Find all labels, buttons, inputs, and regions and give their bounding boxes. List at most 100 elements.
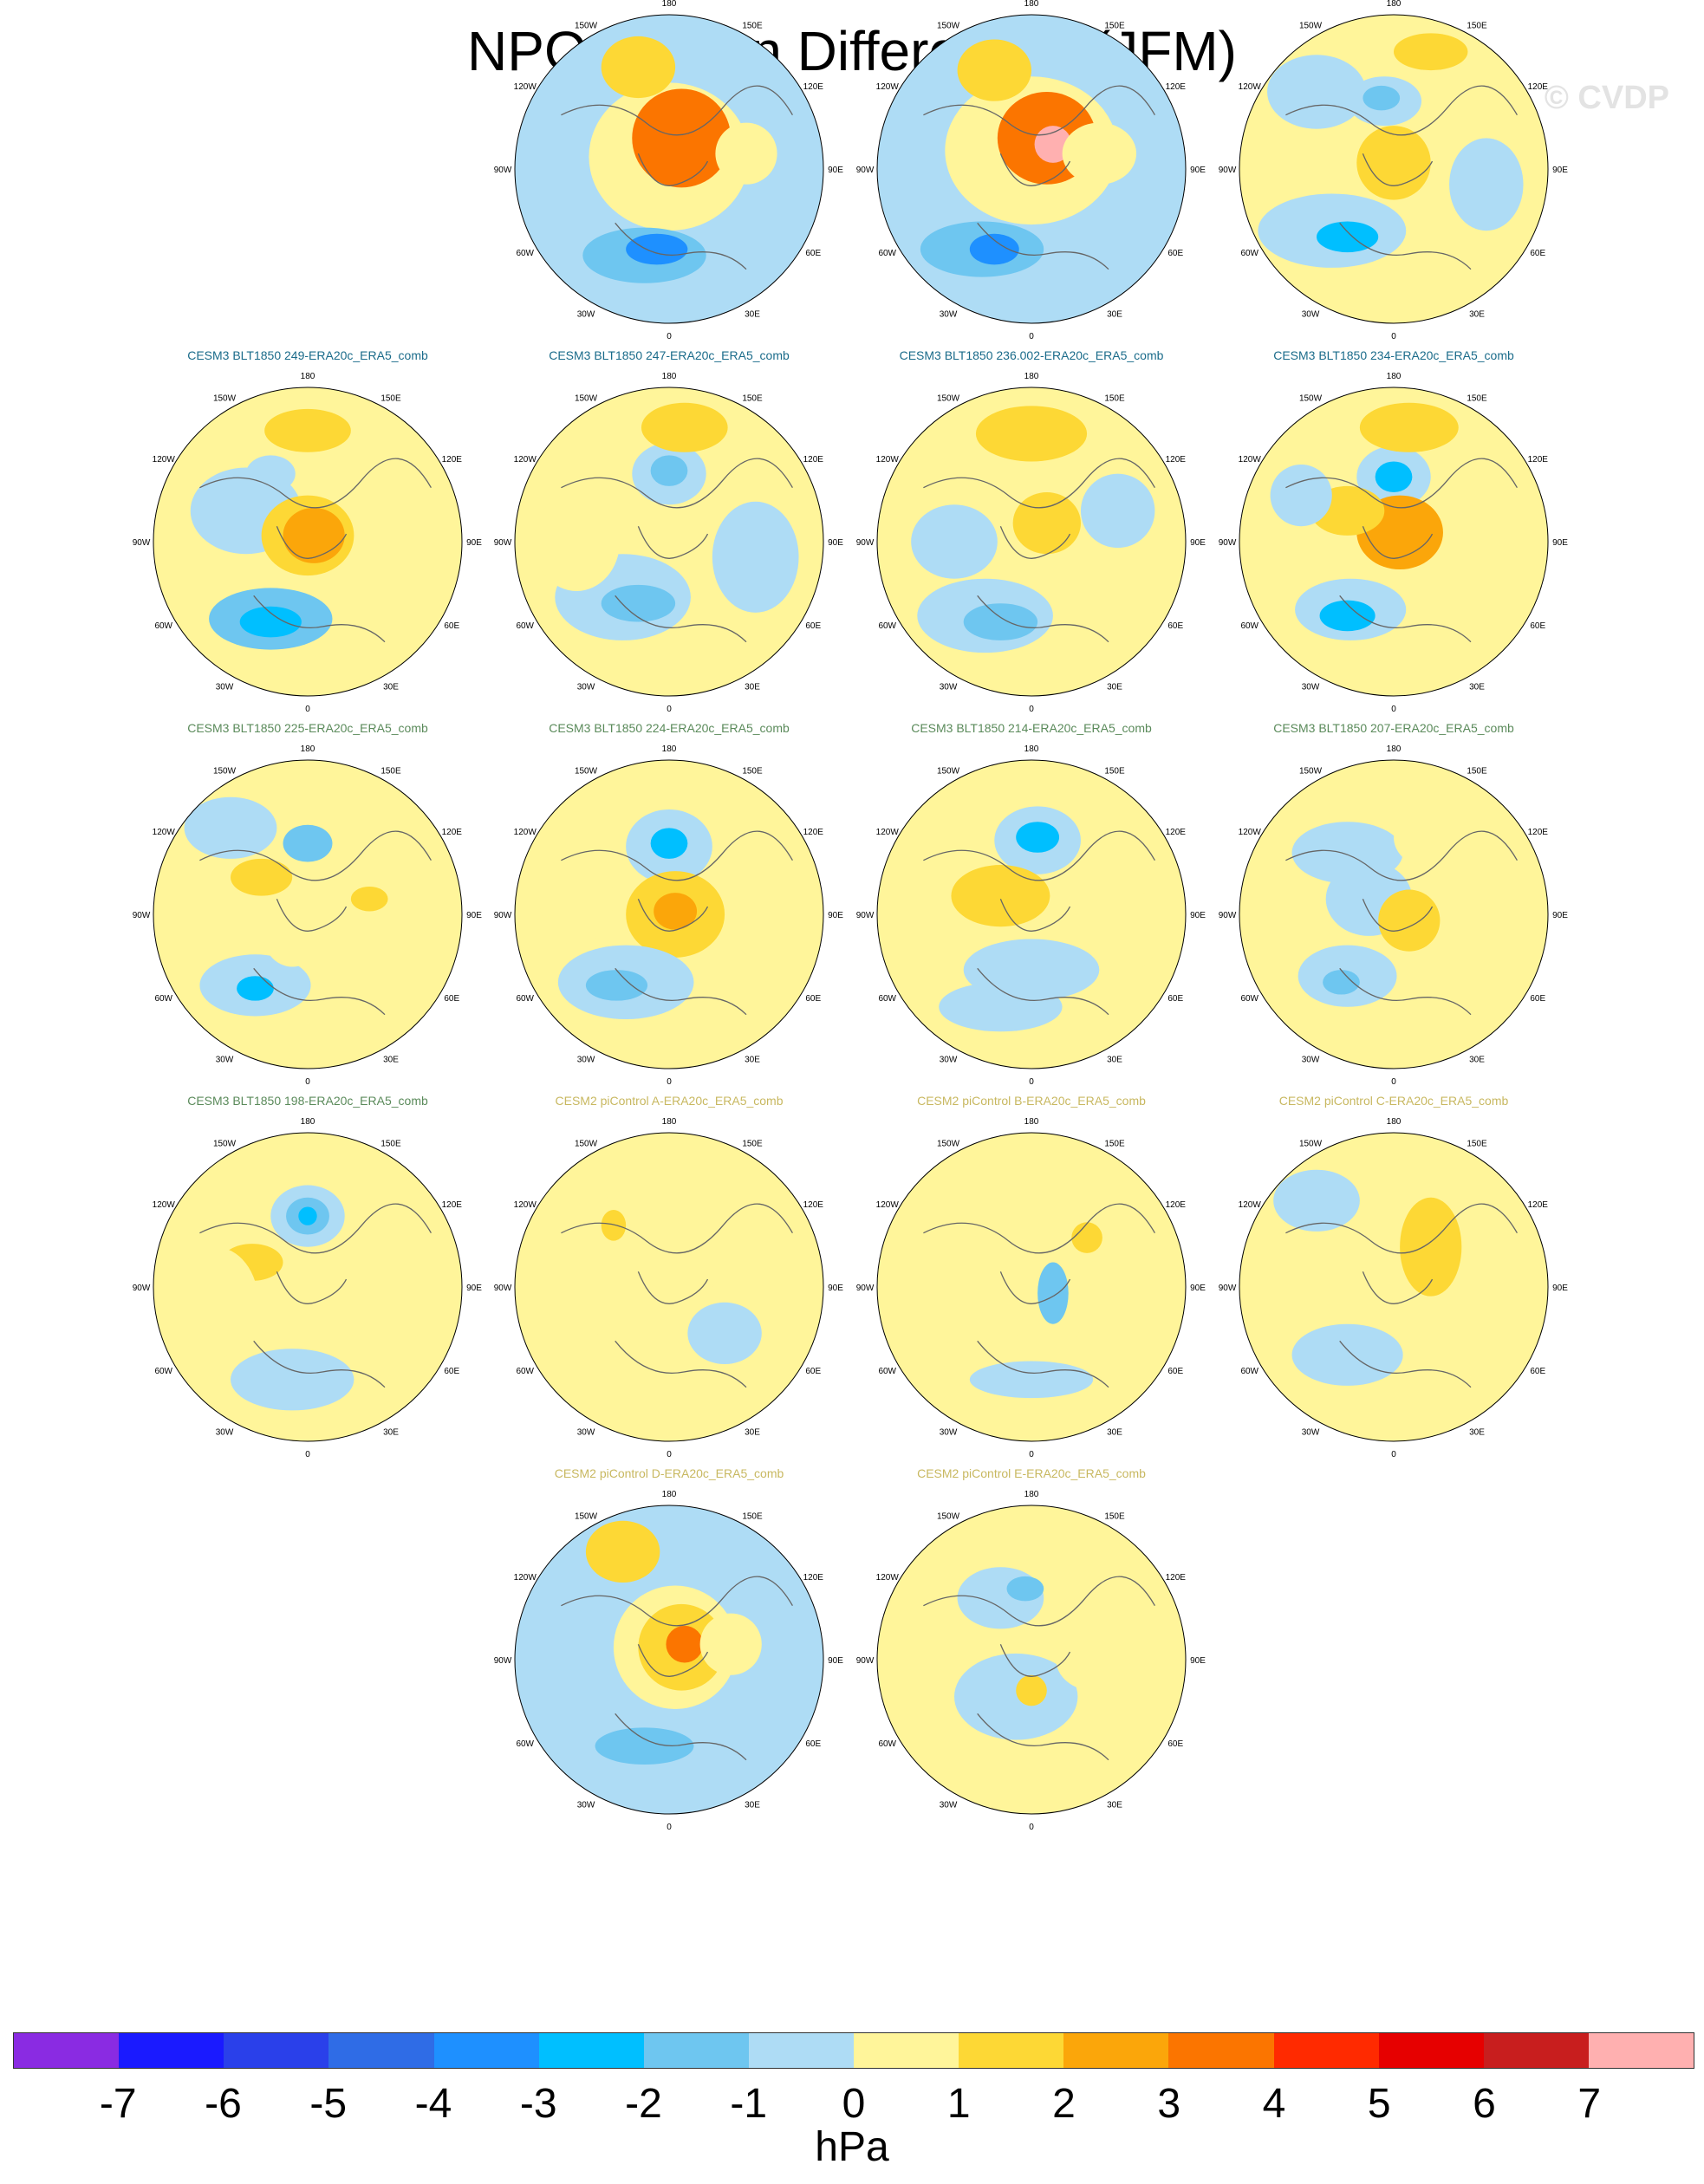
contour-region <box>1317 221 1379 253</box>
contour-region <box>601 584 676 622</box>
longitude-label: 90E <box>828 1284 843 1293</box>
longitude-label: 30W <box>216 682 234 692</box>
longitude-label: 30E <box>1107 1800 1122 1810</box>
longitude-label: 180 <box>1024 0 1039 9</box>
contour-region <box>231 858 293 896</box>
coastline <box>923 1576 1155 1761</box>
longitude-label: 90W <box>494 538 512 548</box>
contour-region <box>1056 1628 1130 1691</box>
longitude-label: 150W <box>937 394 960 404</box>
longitude-label: 90E <box>1552 911 1568 920</box>
longitude-label: 90W <box>1219 166 1237 175</box>
contour-region <box>350 886 388 912</box>
longitude-label: 0 <box>1391 705 1396 714</box>
longitude-label: 150W <box>1299 22 1323 31</box>
longitude-label: 30E <box>745 1055 760 1064</box>
longitude-label: 150E <box>1104 1140 1125 1149</box>
longitude-label: 90E <box>828 1656 843 1666</box>
contour-region <box>911 504 998 579</box>
polar-map: 180 150E 120E 90E 60E 30E 0 30W 60W 90W 120W 150W <box>133 744 483 1087</box>
contour-region <box>1099 550 1161 626</box>
contour-region <box>341 1252 428 1352</box>
longitude-label: 90E <box>828 166 843 175</box>
longitude-label: 60E <box>805 1739 821 1749</box>
contour-region <box>666 1625 704 1663</box>
longitude-label: 120W <box>876 828 900 837</box>
panel-title: CESM3 BLT1850 234-ERA20c_ERA5_comb <box>1273 348 1514 362</box>
longitude-label: 120W <box>514 828 537 837</box>
contour-region <box>585 970 648 1001</box>
longitude-label: 60W <box>878 1739 896 1749</box>
longitude-label: 90E <box>1190 166 1206 175</box>
watermark: © CVDP <box>1544 80 1669 116</box>
longitude-label: 90E <box>828 538 843 548</box>
colorbar-swatch <box>1273 2033 1379 2068</box>
longitude-label: 90E <box>1190 1656 1206 1666</box>
contour-region <box>1359 402 1459 452</box>
longitude-label: 90W <box>133 538 151 548</box>
longitude-label: 90W <box>856 166 875 175</box>
longitude-label: 90E <box>1552 166 1568 175</box>
map-background <box>153 1133 462 1441</box>
longitude-label: 180 <box>1387 744 1402 754</box>
contour-region <box>1356 126 1431 200</box>
longitude-label: 30E <box>383 1427 399 1437</box>
longitude-label: 150W <box>937 1512 960 1522</box>
map-boundary <box>153 387 463 697</box>
map-boundary <box>876 14 1187 324</box>
panel-title: CESM3 BLT1850 214-ERA20c_ERA5_comb <box>911 721 1152 735</box>
longitude-label: 180 <box>1024 744 1039 754</box>
longitude-label: 60E <box>1167 1367 1183 1376</box>
longitude-label: 90W <box>856 1656 875 1666</box>
longitude-label: 60E <box>444 1367 459 1376</box>
longitude-label: 180 <box>301 372 315 381</box>
longitude-label: 150W <box>937 22 960 31</box>
longitude-label: 0 <box>305 705 310 714</box>
panel-title: CESM3 BLT1850 198-ERA20c_ERA5_comb <box>187 1094 428 1108</box>
longitude-label: 30E <box>1469 309 1485 319</box>
longitude-label: 120E <box>442 455 463 465</box>
longitude-label: 150W <box>575 1140 598 1149</box>
longitude-label: 120E <box>803 1573 824 1583</box>
contour-region <box>1325 1228 1401 1316</box>
longitude-label: 120E <box>803 455 824 465</box>
longitude-label: 180 <box>662 1117 677 1127</box>
longitude-label: 120W <box>876 1573 900 1583</box>
longitude-label: 0 <box>305 1077 310 1087</box>
longitude-label: 60W <box>154 994 172 1004</box>
longitude-label: 120E <box>803 828 824 837</box>
colorbar-tick-label: 5 <box>1367 2081 1391 2127</box>
panel-title: CESM3 BLT1850 207-ERA20c_ERA5_comb <box>1273 721 1514 735</box>
contour-region <box>1291 1323 1403 1386</box>
longitude-label: 30E <box>745 1427 760 1437</box>
contour-region <box>1016 1674 1047 1706</box>
polar-map: 180 150E 120E 90E 60E 30E 0 30W 60W 90W 120W 150W <box>856 0 1206 341</box>
colorbar-tick-label: 1 <box>946 2081 971 2127</box>
map-boundary <box>1239 759 1549 1069</box>
longitude-label: 120E <box>442 828 463 837</box>
colorbar-swatch <box>748 2033 854 2068</box>
longitude-label: 90W <box>1219 1284 1237 1293</box>
longitude-label: 90W <box>1219 538 1237 548</box>
contour-region <box>172 1246 259 1358</box>
longitude-label: 120E <box>803 1200 824 1210</box>
longitude-label: 180 <box>1387 0 1402 9</box>
longitude-label: 90E <box>1190 538 1206 548</box>
contour-region <box>1006 1576 1044 1602</box>
longitude-label: 60W <box>516 1739 534 1749</box>
longitude-label: 150W <box>575 394 598 404</box>
longitude-label: 90W <box>856 538 875 548</box>
longitude-label: 30W <box>216 1427 234 1437</box>
longitude-label: 60W <box>1240 249 1258 258</box>
contour-region <box>1363 85 1401 111</box>
colorbar-tick-label: 7 <box>1577 2081 1602 2127</box>
longitude-label: 60W <box>1240 1367 1258 1376</box>
longitude-label: 120W <box>1239 1200 1262 1210</box>
panel-title: CESM2 piControl B-ERA20c_ERA5_comb <box>917 1094 1146 1108</box>
longitude-label: 120W <box>153 1200 176 1210</box>
longitude-label: 150E <box>742 1512 763 1522</box>
longitude-label: 120W <box>514 455 537 465</box>
polar-map: 180 150E 120E 90E 60E 30E 0 30W 60W 90W 120W 150W <box>494 1490 844 1832</box>
colorbar-swatch <box>643 2033 749 2068</box>
colorbar-units: hPa <box>815 2124 889 2170</box>
